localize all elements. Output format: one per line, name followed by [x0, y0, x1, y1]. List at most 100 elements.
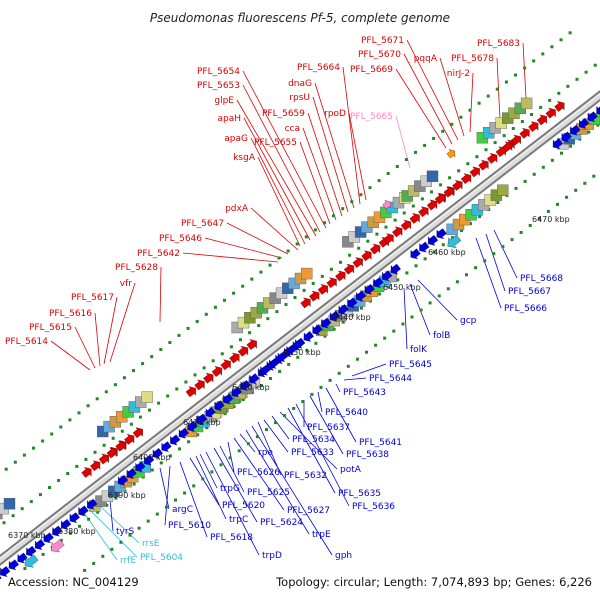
tick-dot — [368, 186, 372, 190]
tick-dot — [159, 348, 163, 351]
leader-line — [287, 407, 336, 494]
tick-dot — [532, 59, 536, 63]
tick-dot — [502, 134, 506, 138]
reverse-gene-arrow — [223, 393, 234, 405]
leader-line — [403, 287, 408, 350]
tick-dot — [546, 209, 550, 213]
forward-gene-arrow — [309, 290, 320, 302]
leader-line — [103, 296, 118, 365]
tick-dot — [41, 552, 45, 556]
tick-dot — [402, 211, 406, 215]
tick-dot — [284, 303, 288, 306]
reverse-gene-arrow — [0, 566, 11, 577]
reverse-gene-label: PFL_5624 — [260, 518, 303, 528]
reverse-gene-arrow — [419, 241, 430, 253]
tick-dot — [350, 200, 354, 204]
tick-dot — [148, 408, 151, 412]
tick-dot — [566, 84, 570, 88]
tick-dot — [423, 143, 427, 147]
tick-dot — [59, 538, 63, 542]
leader-line — [250, 137, 306, 245]
topology-text: Topology: circular; Length: 7,074,893 bp… — [275, 575, 592, 589]
forward-gene-arrow — [382, 200, 391, 210]
tick-dot — [411, 204, 415, 208]
reverse-gene-arrow — [321, 317, 332, 329]
reverse-gene-arrow — [410, 248, 421, 260]
content-blocks — [0, 97, 600, 520]
tick-dot — [539, 105, 543, 109]
leader-line — [109, 499, 114, 532]
reverse-gene-label: PFL_5636 — [352, 502, 395, 512]
reverse-gene-arrow — [117, 474, 129, 486]
leader-line — [325, 387, 357, 443]
leader-line — [439, 57, 465, 137]
leader-line — [189, 457, 220, 506]
reverse-gene-label: PFL_5638 — [346, 450, 389, 460]
gene-labels: PFL_5614 PFL_5615 PFL_5616 PFL_5617 PFL_5628… — [5, 36, 563, 566]
leader-line — [74, 326, 96, 369]
forward-gene-label: dnaG — [288, 79, 312, 89]
leader-line — [522, 42, 527, 99]
tick-dot — [248, 331, 252, 335]
tick-dot — [29, 500, 33, 504]
tick-dot — [569, 144, 573, 148]
forward-gene-label: PFL_5628 — [115, 263, 158, 273]
forward-gene-arrow — [554, 101, 565, 112]
map-title: Pseudomonas fluorescens Pf-5, complete g… — [150, 11, 450, 25]
tick-dot — [530, 113, 533, 116]
content-block — [3, 498, 16, 510]
forward-gene-arrow — [81, 467, 92, 478]
tick-dot — [78, 524, 81, 528]
tick-dot — [164, 505, 168, 509]
tick-dot — [392, 329, 396, 333]
tick-dot — [556, 202, 559, 206]
tick-dot — [575, 77, 579, 81]
tick-dot — [378, 292, 382, 296]
forward-gene-label: nirJ-2 — [447, 69, 470, 79]
forward-gene-arrow — [536, 114, 548, 126]
leader-line — [257, 421, 282, 476]
leader-line — [179, 461, 208, 538]
forward-gene-label: PFL_5642 — [137, 249, 180, 259]
tick-dot — [219, 463, 223, 467]
reverse-gene-label: gcp — [460, 316, 477, 326]
tick-dot — [192, 484, 196, 488]
reverse-gene-arrow — [178, 427, 190, 439]
tick-dot — [393, 218, 397, 222]
tick-dot — [432, 136, 436, 140]
reverse-gene-arrow — [187, 421, 198, 432]
forward-gene-arrow — [519, 127, 530, 139]
forward-gene-label: PFL_5615 — [29, 323, 72, 333]
tick-dot — [430, 190, 433, 194]
tick-dot — [323, 221, 326, 225]
tick-dot — [228, 456, 232, 460]
reverse-gene-arrow — [240, 380, 251, 391]
reverse-gene-arrow — [596, 105, 600, 115]
reverse-gene-label: PFL_5641 — [359, 438, 402, 448]
forward-gene-arrow — [194, 379, 205, 391]
reverse-gene-label: PFL_5644 — [369, 374, 412, 384]
tick-dot — [83, 568, 87, 572]
tick-dot — [157, 401, 161, 405]
tick-dot — [57, 479, 61, 482]
tick-dot — [401, 322, 405, 326]
leader-line — [271, 415, 290, 440]
tick-dot — [68, 531, 72, 535]
forward-gene-label: glpE — [214, 96, 234, 106]
tick-dot — [329, 267, 333, 271]
tick-dot — [395, 165, 399, 168]
reverse-gene-arrow — [561, 131, 572, 143]
leader-line — [251, 425, 333, 556]
tick-dot — [23, 567, 27, 570]
tick-dot — [366, 239, 370, 243]
tick-dot — [201, 477, 205, 481]
reverse-gene-arrow — [0, 576, 2, 580]
tick-dot — [375, 232, 379, 236]
tick-dot — [111, 436, 115, 440]
content-block — [497, 184, 509, 196]
reverse-gene-label: trpE — [312, 530, 331, 540]
tick-dot — [114, 496, 118, 500]
tick-dot — [495, 87, 499, 91]
tick-dot — [293, 296, 297, 299]
